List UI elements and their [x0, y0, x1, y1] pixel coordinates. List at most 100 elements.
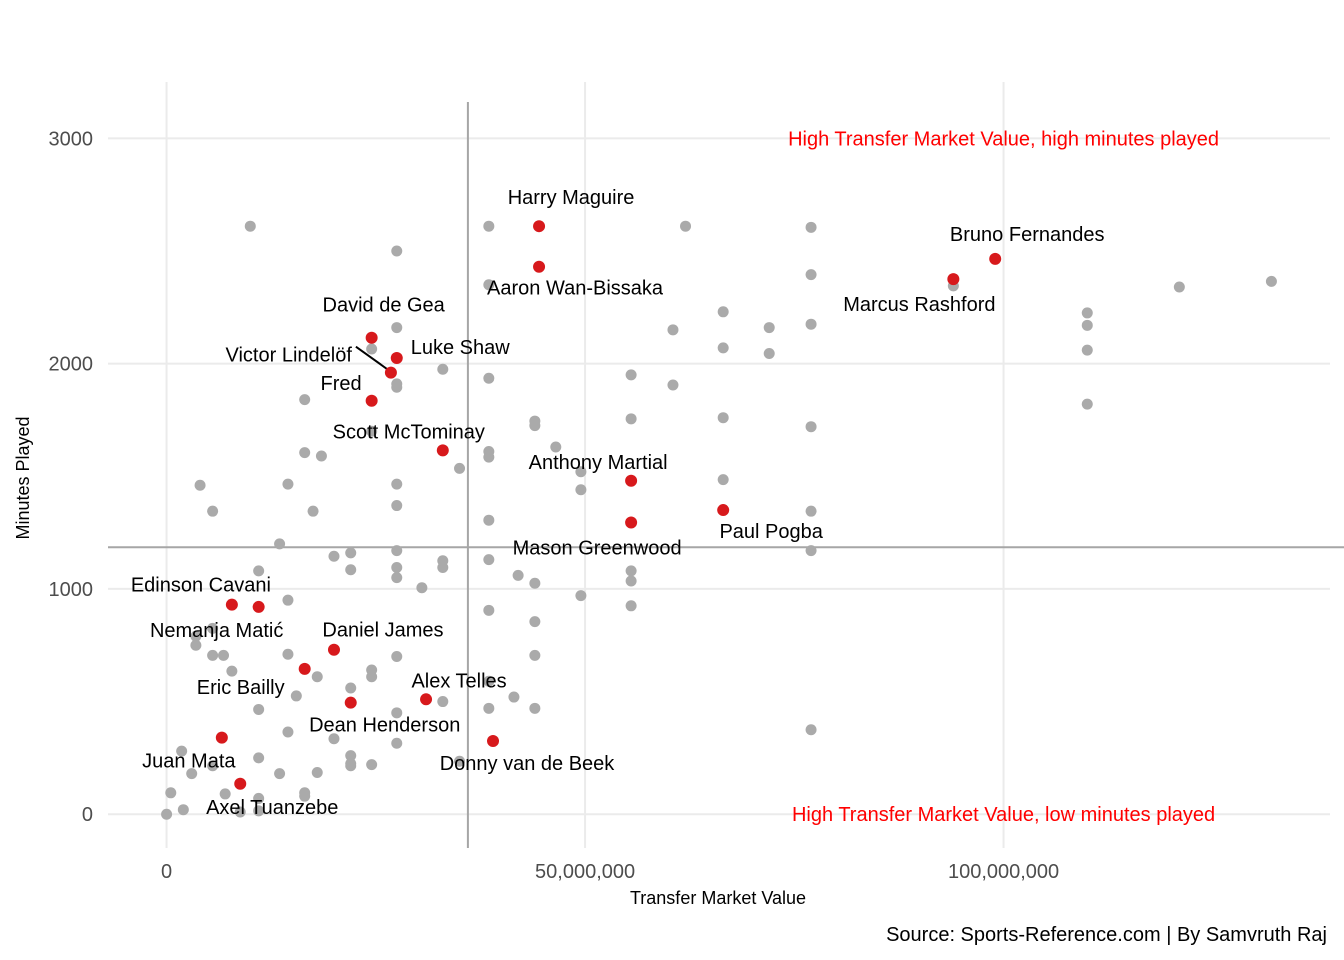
other-player-point	[307, 505, 319, 517]
other-player-point	[529, 577, 541, 589]
highlighted-player-point	[225, 598, 238, 611]
highlighted-player-point	[298, 662, 311, 675]
player-label: Juan Mata	[142, 751, 236, 773]
other-player-point	[391, 478, 403, 490]
grid-lines	[108, 82, 1330, 848]
other-player-point	[1173, 281, 1185, 293]
highlighted-player-point	[344, 696, 357, 709]
other-player-point	[437, 562, 449, 574]
other-player-point	[391, 500, 403, 512]
other-player-point	[625, 575, 637, 587]
other-player-point	[345, 682, 357, 694]
other-player-point	[366, 425, 378, 437]
other-player-point	[345, 547, 357, 559]
other-player-point	[190, 639, 202, 651]
other-player-point	[717, 306, 729, 318]
other-player-point	[483, 675, 495, 687]
source-caption: Source: Sports-Reference.com | By Samvru…	[886, 924, 1327, 946]
player-label: Nemanja Matić	[150, 620, 283, 642]
other-player-point	[805, 269, 817, 281]
other-player-point	[1081, 319, 1093, 331]
other-player-point	[274, 538, 286, 550]
other-player-point	[253, 805, 265, 817]
other-player-point	[625, 369, 637, 381]
other-player-point	[274, 768, 286, 780]
other-player-point	[512, 569, 524, 581]
y-axis-title: Minutes Played	[13, 416, 33, 539]
player-label: Daniel James	[322, 620, 443, 642]
other-player-point	[190, 630, 202, 642]
other-player-point	[454, 755, 466, 767]
other-player-point	[391, 381, 403, 393]
other-player-point	[328, 550, 340, 562]
other-player-point	[207, 760, 219, 772]
other-player-point	[244, 220, 256, 232]
other-player-point	[282, 726, 294, 738]
player-labels: Harry Maguire Aaron Wan-Bissaka Bruno Fern…	[131, 187, 1105, 819]
other-players	[161, 220, 1277, 820]
highlighted-player-point	[947, 273, 960, 286]
other-player-point	[550, 441, 562, 453]
other-player-point	[207, 505, 219, 517]
highlighted-player-point	[533, 220, 546, 233]
y-tick-label: 3000	[49, 128, 94, 150]
other-player-point	[194, 479, 206, 491]
other-player-point	[625, 565, 637, 577]
highlighted-player-point	[717, 504, 730, 517]
other-player-point	[667, 324, 679, 336]
other-player-point	[437, 696, 449, 708]
other-player-point	[625, 600, 637, 612]
other-player-point	[161, 808, 173, 820]
x-tick-label: 50,000,000	[535, 861, 635, 883]
other-player-point	[345, 750, 357, 762]
player-label: Dean Henderson	[309, 715, 460, 737]
other-player-point	[282, 478, 294, 490]
player-label: Bruno Fernandes	[950, 224, 1105, 246]
other-player-point	[207, 649, 219, 661]
other-player-point	[299, 394, 311, 406]
highlighted-player-point	[989, 252, 1002, 265]
player-label: Donny van de Beek	[440, 753, 616, 775]
other-player-point	[391, 737, 403, 749]
other-player-point	[805, 221, 817, 233]
player-label: Mason Greenwood	[513, 537, 682, 559]
other-player-point	[299, 790, 311, 802]
other-player-point	[391, 545, 403, 557]
other-player-point	[529, 420, 541, 432]
other-player-point	[529, 649, 541, 661]
axis-ticks: 0 50,000,000 100,000,000 0 1000 2000 3000	[49, 128, 1060, 883]
highlighted-players	[215, 220, 1002, 790]
player-label: Scott McTominay	[333, 421, 485, 443]
highlighted-player-point	[420, 693, 433, 706]
player-label: Aaron Wan-Bissaka	[487, 278, 664, 300]
other-player-point	[483, 451, 495, 463]
player-label: Axel Tuanzebe	[206, 797, 338, 819]
other-player-point	[483, 514, 495, 526]
other-player-point	[667, 379, 679, 391]
other-player-point	[186, 768, 198, 780]
other-player-point	[1081, 307, 1093, 319]
player-label: Fred	[321, 373, 362, 395]
other-player-point	[805, 318, 817, 330]
highlighted-player-point	[327, 643, 340, 656]
other-player-point	[391, 572, 403, 584]
other-player-point	[483, 702, 495, 714]
quadrant-annotations: High Transfer Market Value, high minutes…	[788, 128, 1219, 826]
other-player-point	[315, 450, 327, 462]
other-player-point	[483, 279, 495, 291]
highlighted-player-point	[487, 734, 500, 747]
other-player-point	[717, 412, 729, 424]
other-player-point	[311, 671, 323, 683]
leader-line	[355, 345, 389, 371]
other-player-point	[328, 733, 340, 745]
quadrant-annotation: High Transfer Market Value, low minutes …	[792, 804, 1215, 826]
other-player-point	[366, 759, 378, 771]
x-tick-label: 100,000,000	[948, 861, 1059, 883]
other-player-point	[253, 752, 265, 764]
other-player-point	[299, 447, 311, 459]
player-label: Paul Pogba	[719, 521, 823, 543]
y-tick-label: 1000	[49, 579, 94, 601]
other-player-point	[165, 787, 177, 799]
